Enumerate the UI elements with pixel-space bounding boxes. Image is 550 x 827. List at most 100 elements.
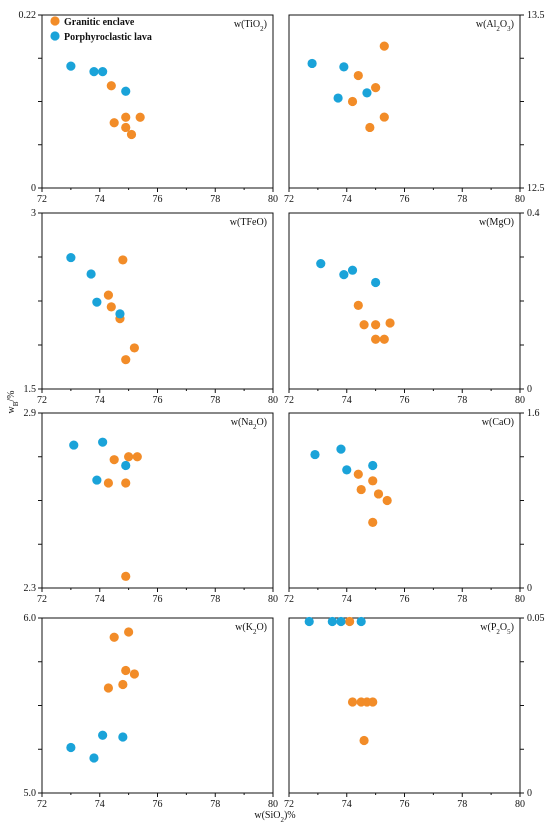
x-tick-label: 72	[37, 799, 47, 810]
granitic-enclave-point	[385, 318, 395, 328]
panel-title-suffix: O)	[256, 622, 267, 633]
porphyroclastic-lava-point	[69, 440, 79, 450]
panel-title: w(Al2O3)	[476, 19, 514, 33]
y-axis-label: wB/%	[6, 390, 20, 413]
x-axis-label-sub: 2	[280, 816, 284, 824]
legend-label: Granitic enclave	[64, 17, 135, 28]
x-tick-label: 76	[400, 395, 410, 406]
panel-title: w(CaO)	[482, 417, 514, 428]
x-tick-label: 78	[210, 395, 220, 406]
panel-title-sub2: 5	[507, 628, 511, 636]
panel-title-sub: 2	[253, 628, 257, 636]
y-axis-label-sub: B	[12, 401, 20, 406]
panel-title: w(K2O)	[235, 622, 267, 636]
panel-title-text: w(TiO	[234, 19, 260, 30]
panel-7: 72 74 76 78 80 5.0 6.0 w(K2O)	[24, 613, 279, 810]
granitic-enclave-point	[121, 478, 131, 488]
porphyroclastic-lava-point	[118, 732, 128, 742]
porphyroclastic-lava-point	[336, 444, 346, 454]
panel-8: 72 74 76 78 800 0.05 w(P2O5)	[284, 613, 545, 810]
porphyroclastic-lava-point	[333, 93, 343, 103]
granitic-enclave-point	[359, 320, 369, 330]
x-tick-label: 80	[268, 799, 278, 810]
x-tick-label: 78	[457, 799, 467, 810]
granitic-enclave-point	[124, 452, 134, 462]
panel-frame	[288, 212, 521, 390]
y-tick-label-min: 0	[527, 384, 532, 395]
panel-title-text: w(Na	[231, 417, 254, 428]
porphyroclastic-lava-point	[339, 270, 349, 280]
x-tick-label: 74	[342, 594, 352, 605]
granitic-enclave-point	[368, 697, 378, 707]
panel-title: w(TFeO)	[230, 217, 267, 228]
porphyroclastic-lava-point	[371, 277, 381, 288]
x-tick-label: 76	[153, 194, 163, 205]
panel-title: w(Na2O)	[231, 417, 267, 431]
y-tick-label-max: 6.0	[24, 613, 37, 624]
porphyroclastic-lava-point	[98, 67, 108, 77]
porphyroclastic-lava-point	[92, 297, 102, 307]
panel-5: 72 74 76 78 80 2.3 2.9 w(Na2O)	[24, 408, 279, 605]
x-tick-label: 78	[210, 594, 220, 605]
x-tick-label: 74	[342, 395, 352, 406]
panel-title-sub: 2	[496, 25, 500, 33]
x-tick-label: 74	[342, 194, 352, 205]
porphyroclastic-lava-point	[316, 259, 326, 269]
granitic-enclave-point	[371, 334, 381, 344]
panel-frame	[288, 617, 521, 794]
x-tick-label: 74	[95, 194, 105, 205]
y-tick-label-min: 1.5	[24, 384, 37, 395]
x-tick-label: 74	[95, 594, 105, 605]
y-tick-label-max: 0.05	[527, 613, 545, 624]
granitic-enclave-point	[368, 476, 378, 486]
panel-title-text: w(TFeO)	[230, 217, 267, 228]
granitic-enclave-point	[379, 334, 389, 344]
x-tick-label: 76	[400, 194, 410, 205]
porphyroclastic-lava-point	[356, 616, 366, 627]
panel-title-text: w(K	[235, 622, 254, 633]
porphyroclastic-lava-point	[121, 460, 131, 471]
panel-4: 72 74 76 78 800 0.4 w(MgO)	[284, 208, 540, 406]
y-tick-label-max: 13.5	[527, 10, 545, 21]
granitic-enclave-point	[124, 627, 134, 637]
x-axis-label-suffix: )%	[284, 810, 296, 821]
panel-title-sub: 2	[253, 423, 257, 431]
granitic-enclave-point	[109, 632, 119, 642]
granitic-enclave-point	[353, 300, 363, 310]
y-tick-label-min: 2.3	[24, 583, 37, 594]
granitic-enclave-point	[129, 669, 139, 679]
panel-frame	[41, 617, 274, 794]
porphyroclastic-lava-point	[304, 616, 314, 627]
granitic-enclave-point	[121, 571, 131, 581]
granitic-enclave-point	[121, 665, 131, 676]
granitic-enclave-point	[371, 320, 381, 330]
porphyroclastic-lava-point	[307, 58, 317, 69]
panel-frame	[41, 412, 274, 589]
granitic-enclave-point	[379, 112, 389, 122]
granitic-enclave-point	[129, 343, 139, 353]
x-tick-label: 80	[268, 594, 278, 605]
x-tick-label: 74	[95, 799, 105, 810]
granitic-enclave-point	[121, 112, 131, 122]
x-tick-label: 80	[268, 194, 278, 205]
porphyroclastic-lava-point	[339, 62, 349, 72]
panel-frame	[288, 14, 521, 189]
panel-1: 72 74 76 78 80 0 0.22 w(TiO2)	[19, 10, 279, 205]
panel-title-text: w(P	[480, 622, 497, 633]
granitic-enclave-point	[353, 469, 363, 479]
panel-title-text: w(MgO)	[479, 217, 514, 228]
y-axis-label-suffix: /%	[6, 390, 17, 401]
porphyroclastic-lava-point	[89, 753, 99, 763]
panel-3: 72 74 76 78 80 1.5 3 w(TFeO)	[24, 208, 279, 406]
granitic-enclave-point	[345, 616, 355, 627]
granitic-enclave-point	[118, 679, 128, 690]
granitic-enclave-point	[109, 455, 119, 465]
x-tick-label: 80	[268, 395, 278, 406]
porphyroclastic-lava-point	[336, 616, 346, 627]
x-tick-label: 72	[37, 194, 47, 205]
y-tick-label-min: 0	[527, 788, 532, 799]
porphyroclastic-lava-point	[121, 86, 131, 96]
y-tick-label-min: 12.5	[527, 183, 545, 194]
x-tick-label: 80	[515, 395, 525, 406]
